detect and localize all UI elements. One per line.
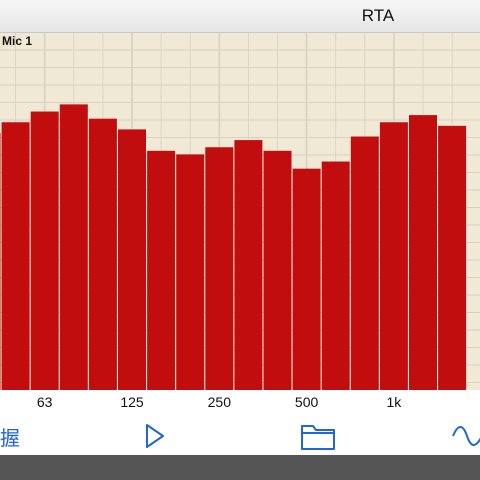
bar-400 bbox=[263, 150, 292, 390]
rta-chart: Mic 1 bbox=[0, 33, 480, 390]
channel-label: Mic 1 bbox=[2, 34, 32, 48]
settings-glyph: 握 bbox=[0, 427, 20, 450]
folder-button[interactable] bbox=[299, 420, 337, 452]
sine-wave-icon bbox=[452, 426, 480, 446]
bar-200 bbox=[176, 154, 205, 390]
frequency-tick-label: 250 bbox=[207, 394, 231, 410]
bar-1k bbox=[379, 122, 408, 390]
bar-80 bbox=[59, 104, 88, 390]
frequency-tick-label: 1k bbox=[386, 394, 402, 410]
frequency-tick-label: 125 bbox=[120, 394, 144, 410]
bar-250 bbox=[205, 147, 234, 390]
bar-1.6k bbox=[438, 125, 467, 390]
bar-50 bbox=[1, 122, 30, 390]
bar-100 bbox=[88, 118, 117, 390]
bar-160 bbox=[147, 150, 176, 390]
bar-500 bbox=[292, 168, 321, 390]
toolbar: 握 bbox=[0, 417, 480, 455]
bar-315 bbox=[234, 140, 263, 390]
title-bar: RTA bbox=[0, 0, 480, 33]
bar-800 bbox=[350, 136, 379, 390]
frequency-tick-label: 500 bbox=[294, 394, 319, 410]
page-title: RTA bbox=[361, 6, 395, 25]
settings-button[interactable]: 握 bbox=[0, 420, 22, 452]
play-button[interactable] bbox=[138, 420, 170, 452]
folder-icon bbox=[301, 425, 335, 450]
rta-chart-svg: Mic 1 bbox=[0, 33, 480, 390]
bottom-bar bbox=[0, 455, 480, 480]
frequency-axis: 63 125 250 500 1k bbox=[0, 390, 480, 417]
frequency-tick-label: 63 bbox=[36, 394, 53, 410]
signal-generator-button[interactable] bbox=[450, 420, 480, 452]
bar-630 bbox=[321, 161, 350, 390]
play-icon bbox=[146, 424, 164, 448]
bar-125 bbox=[118, 129, 146, 390]
chart-bars bbox=[0, 104, 467, 390]
bar-1.25k bbox=[409, 115, 437, 390]
bar-40 bbox=[0, 132, 1, 390]
bar-63 bbox=[30, 111, 59, 390]
